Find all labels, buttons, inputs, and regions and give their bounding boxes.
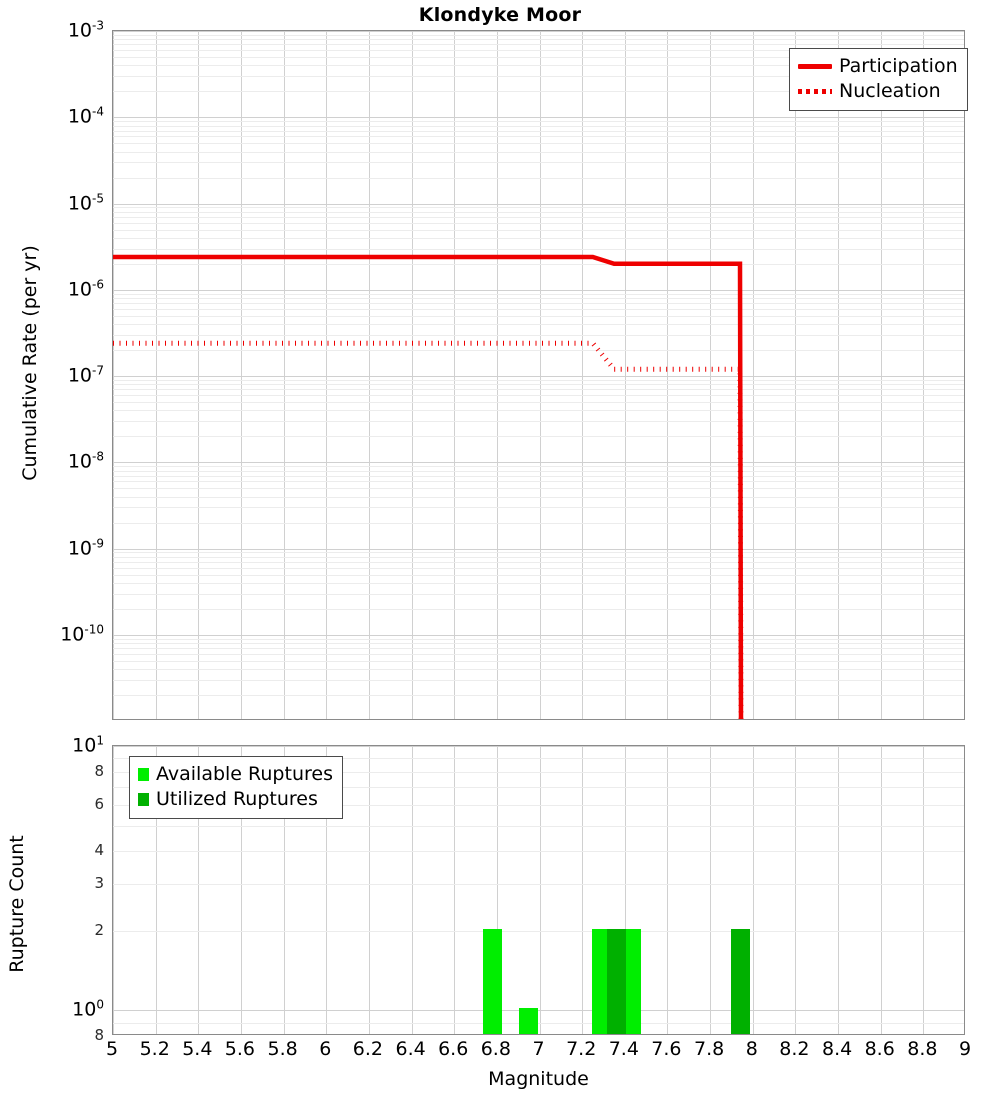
rupture-bar: [483, 928, 503, 1034]
y-tick-label: 10-3: [67, 18, 104, 42]
top-chart-legend: Participation Nucleation: [789, 48, 968, 111]
x-tick-label: 5.2: [139, 1038, 170, 1060]
y-tick-label: 10-7: [67, 363, 104, 387]
x-tick-label: 8.6: [864, 1038, 895, 1060]
y-tick-label: 10-9: [67, 535, 104, 560]
legend-item-utilized-ruptures: Utilized Ruptures: [138, 787, 333, 812]
utilized-color-swatch: [138, 793, 149, 806]
x-axis-label: Magnitude: [488, 1068, 589, 1090]
dotted-line-icon: [798, 89, 832, 94]
cumulative-rate-plot: [112, 30, 965, 720]
x-tick-label: 7.8: [693, 1038, 725, 1060]
y-tick-label: 10-5: [67, 190, 104, 215]
x-tick-label: 5.8: [267, 1038, 298, 1060]
legend-label-participation: Participation: [839, 55, 958, 77]
y-tick-label: 10-10: [60, 622, 104, 646]
rupture-bar: [730, 928, 750, 1034]
x-tick-label: 8.4: [821, 1038, 853, 1060]
magnitude-frequency-curves: [113, 254, 744, 719]
curve-nucleation: [113, 340, 744, 719]
x-tick-label: 6.6: [438, 1038, 469, 1060]
x-tick-label: 8: [745, 1038, 758, 1060]
bottom-chart-legend: Available Ruptures Utilized Ruptures: [129, 756, 343, 819]
y-tick-label-minor: 2: [94, 920, 104, 939]
x-tick-label: 7.4: [608, 1038, 639, 1060]
x-tick-label: 6.2: [352, 1038, 383, 1060]
y-tick-label-minor: 8: [94, 761, 104, 780]
y-tick-label-minor: 6: [94, 794, 104, 813]
bottom-gridlines: [113, 746, 964, 1034]
legend-item-participation: Participation: [798, 54, 958, 79]
y-tick-label: 101: [72, 733, 104, 757]
legend-item-available-ruptures: Available Ruptures: [138, 762, 333, 787]
legend-label-available: Available Ruptures: [156, 763, 333, 785]
x-tick-label: 5: [105, 1038, 119, 1060]
x-tick-label: 6.8: [480, 1038, 511, 1060]
legend-label-utilized: Utilized Ruptures: [156, 788, 318, 810]
x-tick-label: 6.4: [395, 1038, 426, 1060]
x-tick-label: 5.4: [182, 1038, 213, 1060]
legend-item-nucleation: Nucleation: [798, 79, 958, 104]
x-tick-label: 5.6: [224, 1038, 255, 1060]
y-tick-label-minor: 8: [94, 1026, 104, 1044]
rupture-bars: [113, 746, 964, 1034]
top-gridlines: [113, 31, 964, 719]
page-title: Klondyke Moor: [418, 4, 582, 26]
y-tick-label-minor: 3: [94, 874, 104, 893]
top-data-area: [113, 31, 964, 719]
available-color-swatch: [138, 768, 149, 781]
x-tick-label: 6: [319, 1038, 332, 1060]
y-tick-label: 10-6: [67, 277, 104, 301]
y-tick-label-minor: 4: [94, 841, 104, 860]
y-tick-label: 10-4: [67, 104, 104, 128]
legend-label-nucleation: Nucleation: [839, 80, 941, 102]
x-tick-label: 7.2: [566, 1038, 597, 1060]
x-tick-label: 9: [958, 1038, 972, 1060]
x-tick-label: 7.6: [651, 1038, 682, 1060]
x-tick-label: 8.2: [779, 1038, 810, 1060]
rupture-bar: [606, 928, 626, 1034]
y-tick-label: 10-8: [67, 449, 104, 473]
y-tick-label: 100: [72, 997, 104, 1022]
rupture-bar: [519, 1008, 539, 1034]
x-tick-label: 7: [532, 1038, 545, 1060]
curve-participation: [113, 254, 744, 719]
solid-line-icon: [798, 64, 832, 69]
x-tick-label: 8.8: [907, 1038, 938, 1060]
